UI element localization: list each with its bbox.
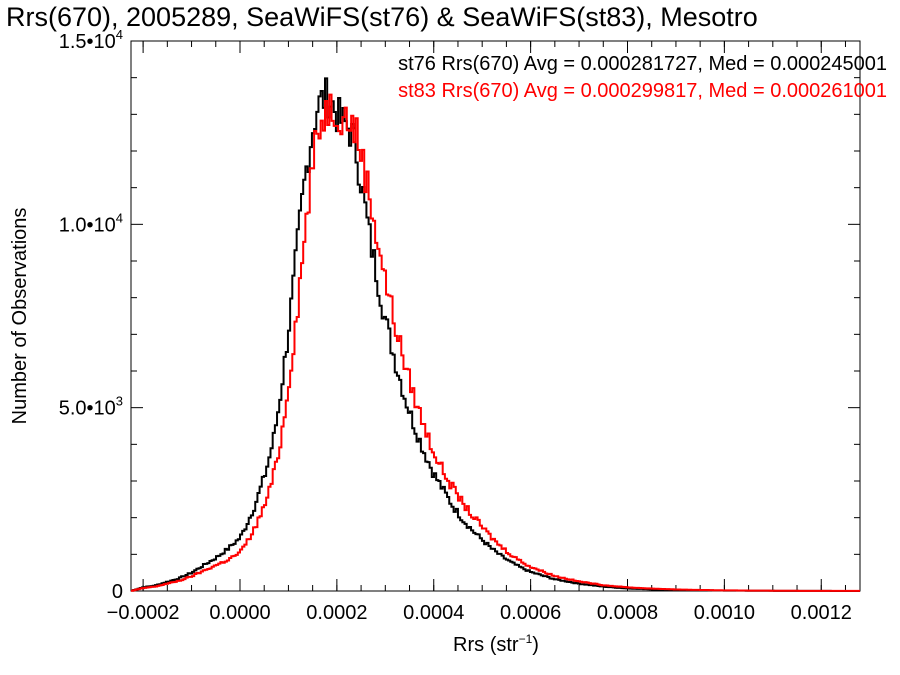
- x-tick-label: 0.0006: [500, 602, 561, 624]
- x-tick-label: 0.0004: [403, 602, 464, 624]
- legend-st83: st83 Rrs(670) Avg = 0.000299817, Med = 0…: [398, 80, 887, 102]
- chart-title: Rrs(670), 2005289, SeaWiFS(st76) & SeaWi…: [6, 2, 758, 32]
- y-tick-label: 1.0•104: [59, 210, 123, 236]
- y-tick-label: 0: [112, 581, 123, 603]
- series-layer: [131, 77, 861, 592]
- x-tick-label: 0.0012: [791, 602, 852, 624]
- x-axis: −0.0002 0.0000 0.0002 0.0004 0.0006 0.0008 0.0…: [107, 41, 852, 624]
- x-tick-label: 0.0002: [306, 602, 367, 624]
- x-tick-label: 0.0000: [209, 602, 270, 624]
- series-st76-line: [131, 77, 860, 592]
- plot-frame: [130, 40, 861, 592]
- x-axis-label-main: Rrs (str: [453, 634, 519, 656]
- y-axis: 0 5.0•103 1.0•104 1.5•104: [59, 27, 860, 603]
- plot-area: [130, 40, 861, 592]
- y-tick-label: 1.5•104: [59, 27, 123, 53]
- x-tick-label: 0.0010: [694, 602, 755, 624]
- x-axis-label: Rrs (str−1): [453, 632, 539, 656]
- x-tick-label: 0.0008: [597, 602, 658, 624]
- y-axis-label: Number of Observations: [9, 208, 31, 425]
- x-axis-label-end: ): [532, 634, 539, 656]
- legend-st76: st76 Rrs(670) Avg = 0.000281727, Med = 0…: [398, 53, 887, 75]
- series-st83-line: [131, 93, 861, 592]
- y-tick-label: 5.0•103: [59, 394, 123, 420]
- x-axis-label-sup: −1: [519, 632, 533, 646]
- x-tick-label: −0.0002: [107, 602, 180, 624]
